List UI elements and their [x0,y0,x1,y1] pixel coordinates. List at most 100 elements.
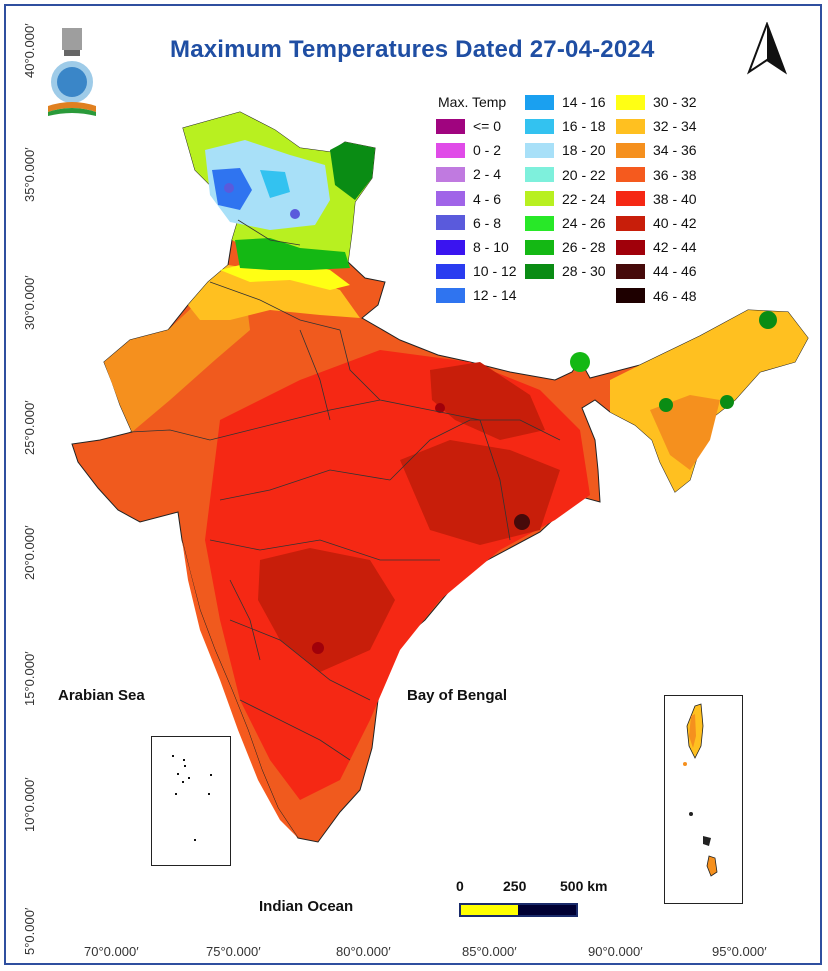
legend-label: 34 - 36 [653,142,697,159]
lat-label-10: 10°0.000′ [22,777,37,832]
legend-swatch [436,191,465,207]
legend-item: 30 - 32 [616,93,697,111]
legend-item: 38 - 40 [616,190,697,208]
mainland-india [71,111,809,843]
lon-label-80: 80°0.000′ [336,944,391,959]
legend-item: 10 - 12 [436,262,517,280]
legend-item: 0 - 2 [436,141,501,159]
legend-swatch [616,263,645,279]
kashmir-purple [224,183,234,193]
lon-label-90: 90°0.000′ [588,944,643,959]
legend-item: 42 - 44 [616,238,697,256]
legend-label: 6 - 8 [473,214,502,231]
punjab-yellow [188,265,360,320]
assam-green-1 [659,398,673,412]
legend-item: 2 - 4 [436,165,501,183]
legend-swatch [616,167,645,183]
legend-swatch [525,263,554,279]
legend-swatch [616,142,645,158]
map-title: Maximum Temperatures Dated 27-04-2024 [170,36,655,63]
legend-label: 2 - 4 [473,166,502,183]
legend-label: 22 - 24 [562,190,606,207]
lon-label-70: 70°0.000′ [84,944,139,959]
legend-label: 4 - 6 [473,190,502,207]
lat-label-15: 15°0.000′ [22,651,37,706]
legend-swatch [525,239,554,255]
legend-label: 32 - 34 [653,118,697,135]
lon-label-95: 95°0.000′ [712,944,767,959]
northeast-inner [650,395,720,470]
arunachal-green [759,311,777,329]
hotspot-odisha [514,514,530,530]
legend-label: 38 - 40 [653,190,697,207]
legend-title: Max. Temp [438,94,507,110]
indian-ocean-label: Indian Ocean [259,898,354,915]
hottest-north-east-strip [430,362,545,440]
lat-label-20: 20°0.000′ [22,525,37,580]
scale-label-0: 0 [456,878,464,894]
legend-label: 30 - 32 [653,94,697,110]
legend-item: 34 - 36 [616,141,697,159]
lat-label-25: 25°0.000′ [22,400,37,455]
ladakh-purple [290,209,300,219]
legend-label: 10 - 12 [473,263,517,280]
legend-item: 8 - 10 [436,238,509,256]
legend-swatch [525,191,554,207]
sikkim-green [570,352,590,372]
legend-item: 46 - 48 [616,287,697,305]
legend-label: 46 - 48 [653,287,697,304]
legend-item: 24 - 26 [525,214,606,232]
legend-item: 32 - 34 [616,117,697,135]
north-arrow-icon [745,21,789,81]
legend-item: 26 - 28 [525,238,606,256]
legend-swatch [436,215,465,231]
legend-label: 28 - 30 [562,263,606,280]
legend-item: 44 - 46 [616,262,697,280]
legend-item: 36 - 38 [616,166,697,184]
lakshadweep-inset [151,736,231,866]
legend-swatch [436,287,465,303]
legend-label: 44 - 46 [653,263,697,280]
legend-label: 14 - 16 [562,94,606,110]
legend-label: 16 - 18 [562,118,606,135]
legend-swatch [436,239,465,255]
legend-item: 28 - 30 [525,262,606,280]
lat-label-40: 40°0.000′ [22,23,37,78]
legend-swatch [616,94,645,110]
legend-swatch [525,94,554,110]
legend-item: 40 - 42 [616,214,697,232]
scalebar-segment-dark [518,905,576,915]
legend-label: 20 - 22 [562,166,606,183]
legend-label: 12 - 14 [473,287,517,304]
legend-swatch [525,215,554,231]
hotspot-telangana [312,642,324,654]
legend-label: <= 0 [473,118,502,134]
legend-item: 22 - 24 [525,190,606,208]
legend-swatch [616,288,645,304]
lat-label-35: 35°0.000′ [22,147,37,202]
legend-swatch [436,166,465,182]
legend-swatch [616,191,645,207]
legend-swatch [525,118,554,134]
legend-swatch [436,142,465,158]
bay-of-bengal-label: Bay of Bengal [407,687,508,704]
legend-label: 0 - 2 [473,142,502,159]
legend-label: 24 - 26 [562,215,606,231]
legend-item: 20 - 22 [525,166,606,184]
lon-label-75: 75°0.000′ [206,944,261,959]
hottest-telangana [258,548,395,672]
scalebar [459,903,578,917]
legend-item: 14 - 16 [525,93,606,111]
legend-label: 8 - 10 [473,239,509,255]
scale-label-500: 500 km [560,878,608,894]
legend-item: 6 - 8 [436,214,501,232]
legend-swatch [525,142,554,158]
rajasthan-warm [104,290,250,432]
scalebar-segment-yellow [461,905,518,915]
legend-swatch [616,118,645,134]
legend-label: 42 - 44 [653,239,697,256]
legend-label: 36 - 38 [653,166,697,183]
lat-label-5: 5°0.000′ [22,907,37,955]
legend-item: 18 - 20 [525,141,606,159]
